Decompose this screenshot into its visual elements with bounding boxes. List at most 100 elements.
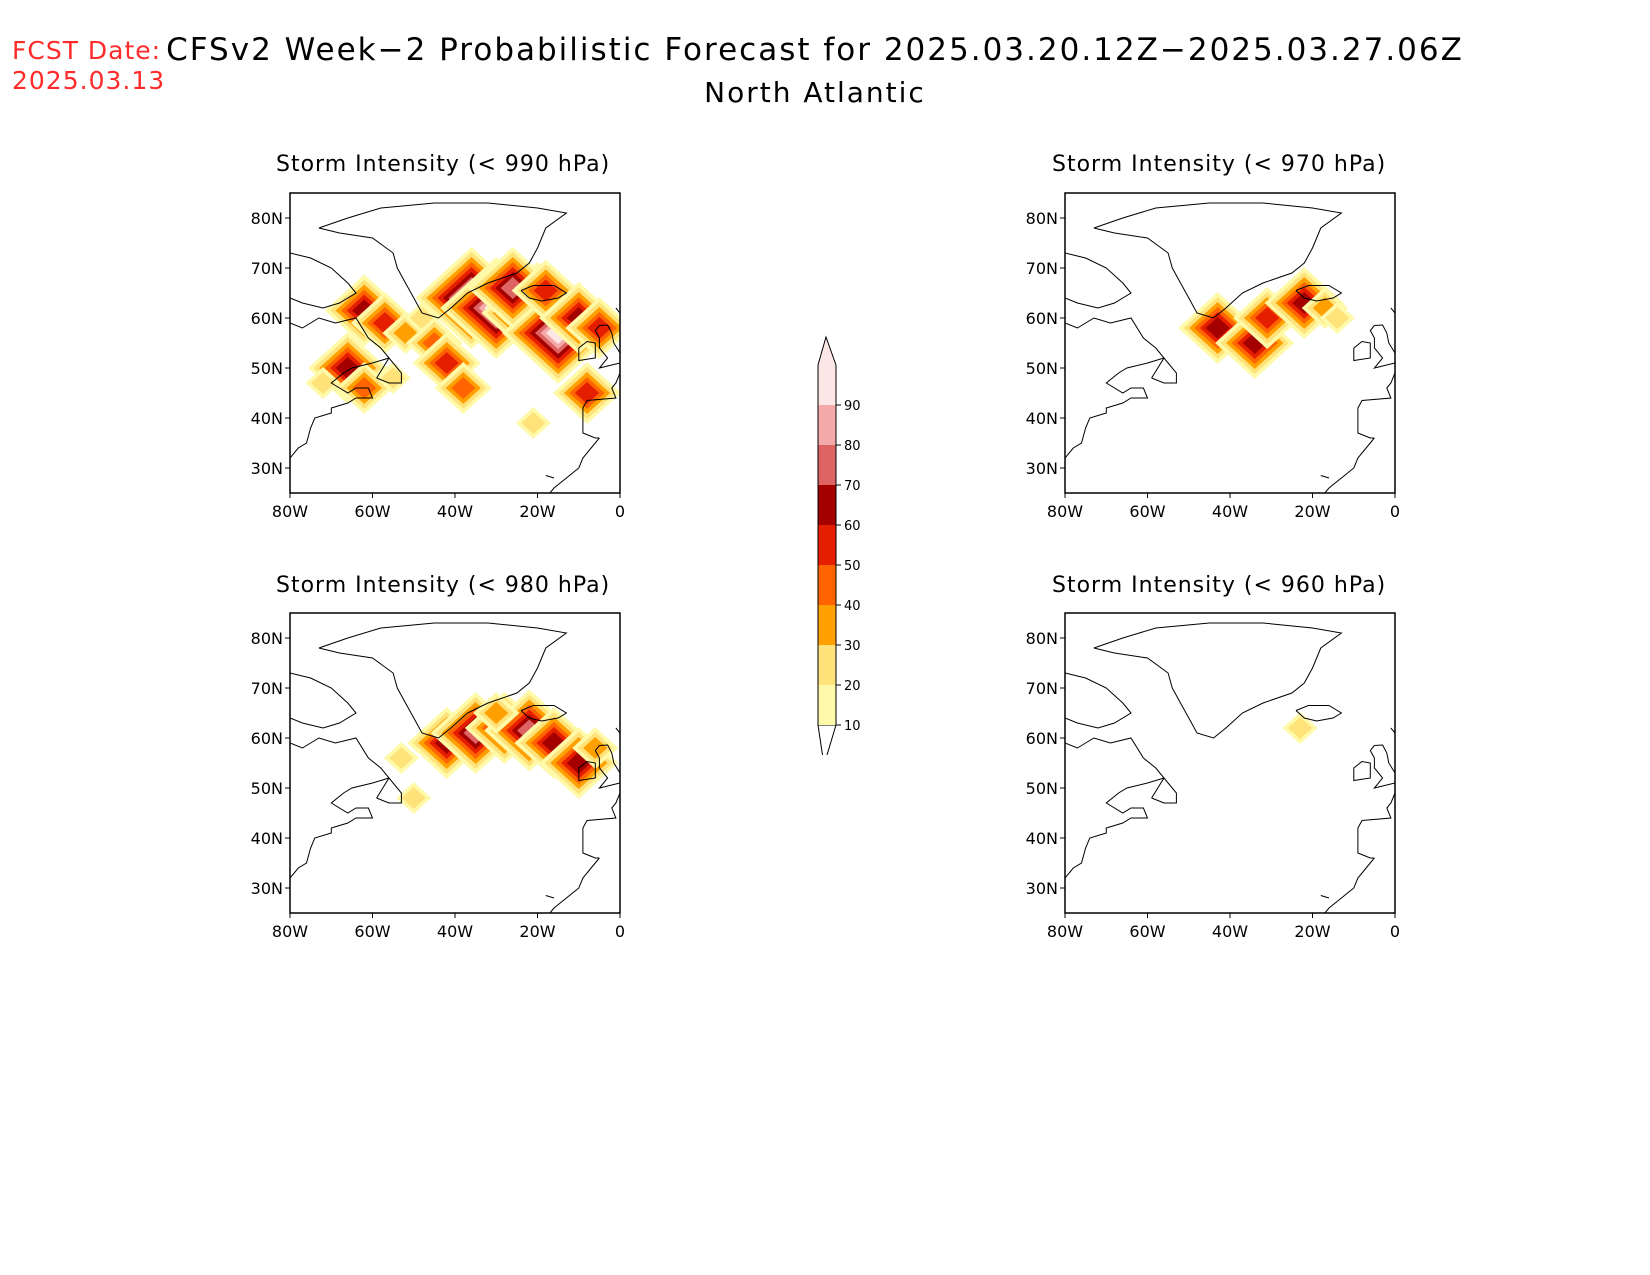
probability-contour-level-20 (310, 372, 336, 394)
coastline (290, 737, 390, 903)
probability-blob (515, 407, 551, 439)
coastline (1353, 760, 1371, 782)
map-frame (1064, 612, 1396, 914)
lat-tick-label: 60N (251, 309, 283, 328)
colorbar-swatch-80 (818, 405, 836, 445)
coastline (1369, 744, 1395, 789)
lat-tick-label: 30N (1026, 879, 1058, 898)
coastline (1324, 857, 1375, 913)
lat-tick-label: 50N (251, 779, 283, 798)
map-panel-990: 80W 60W 40W 20W 0 80N 70N 60N 50N 40N 30N (251, 192, 625, 521)
lon-tick-label: 80W (1047, 922, 1083, 941)
coastline (1320, 895, 1330, 899)
colorbar-label: 90 (844, 399, 861, 414)
lat-tick-label: 70N (1026, 259, 1058, 278)
lon-tick-label: 60W (1129, 502, 1165, 521)
probability-blob (572, 727, 619, 769)
probability-blob (434, 362, 492, 414)
lat-tick-label: 30N (251, 459, 283, 478)
coastline (578, 340, 596, 362)
lat-tick-label: 40N (251, 409, 283, 428)
probability-contour-level-30 (484, 702, 509, 724)
page-title: CFSv2 Week−2 Probabilistic Forecast for … (166, 32, 1464, 68)
page-subtitle: North Atlantic (704, 76, 926, 109)
coastline (318, 202, 568, 319)
colorbar-label: 20 (844, 679, 861, 694)
coastline (582, 372, 620, 439)
lon-tick-label: 0 (1390, 502, 1400, 521)
lat-tick-label: 80N (251, 209, 283, 228)
colorbar-label: 30 (844, 639, 861, 654)
coastline (545, 475, 555, 479)
lat-tick-label: 70N (1026, 679, 1058, 698)
coastline (545, 895, 555, 899)
colorbar-swatch-70 (818, 445, 836, 485)
coastline (1357, 372, 1395, 439)
lat-tick-label: 80N (1026, 209, 1058, 228)
coastline (520, 285, 568, 302)
lat-tick-label: 60N (1026, 729, 1058, 748)
coastline (594, 744, 620, 789)
coastline (1065, 672, 1132, 729)
probability-blob (1282, 712, 1318, 744)
forecast-date-label: FCST Date: (12, 36, 162, 65)
colorbar-swatch-50 (818, 525, 836, 565)
lat-tick-label: 60N (1026, 309, 1058, 328)
lat-tick-label: 70N (251, 259, 283, 278)
coastline (1093, 622, 1343, 739)
colorbar-swatch-30 (818, 605, 836, 645)
colorbar-swatch-90 (818, 365, 836, 405)
lon-tick-label: 80W (1047, 502, 1083, 521)
colorbar-label: 10 (844, 719, 861, 734)
map-panel-970: 80W 60W 40W 20W 0 80N 70N 60N 50N 40N 30N (1026, 192, 1400, 521)
coastline (1295, 285, 1343, 302)
coastline (549, 437, 600, 493)
coastline (376, 357, 402, 384)
colorbar-swatch-20 (818, 645, 836, 685)
lat-tick-label: 60N (251, 729, 283, 748)
lon-tick-label: 0 (1390, 922, 1400, 941)
lon-tick-label: 60W (354, 502, 390, 521)
lon-tick-label: 40W (1212, 502, 1248, 521)
lon-tick-label: 60W (354, 922, 390, 941)
probability-contour-level-50 (434, 352, 459, 374)
lon-tick-label: 20W (519, 502, 555, 521)
coastline (318, 622, 568, 739)
coastline (1353, 340, 1371, 362)
coastline (1065, 317, 1165, 483)
lon-tick-label: 40W (437, 922, 473, 941)
coastline (1369, 324, 1395, 369)
probability-contour-level-20 (389, 747, 414, 769)
lat-tick-label: 30N (251, 879, 283, 898)
lat-tick-label: 40N (251, 829, 283, 848)
lat-tick-label: 40N (1026, 829, 1058, 848)
colorbar-label: 60 (844, 519, 861, 534)
coastline (290, 317, 390, 483)
probability-blob (383, 742, 419, 774)
coastline (1093, 202, 1343, 319)
colorbar-label: 40 (844, 599, 861, 614)
coastline (549, 857, 600, 913)
forecast-date-value: 2025.03.13 (12, 66, 166, 95)
lat-tick-label: 80N (251, 629, 283, 648)
lon-tick-label: 40W (1212, 922, 1248, 941)
lat-tick-label: 50N (1026, 359, 1058, 378)
colorbar-label: 80 (844, 439, 861, 454)
lat-tick-label: 50N (1026, 779, 1058, 798)
colorbar-label: 70 (844, 479, 861, 494)
coastline (582, 792, 620, 859)
probability-contour-level-50 (574, 382, 600, 404)
forecast-date-block: FCST Date: 2025.03.13 (12, 36, 165, 96)
lon-tick-label: 80W (272, 922, 308, 941)
probability-contour-level-50 (587, 317, 612, 339)
colorbar-legend: 10 20 30 40 50 60 70 80 90 (817, 335, 861, 755)
colorbar-swatch-10 (818, 685, 836, 725)
coastline (1357, 792, 1395, 859)
lon-tick-label: 0 (615, 922, 625, 941)
coastline (1065, 252, 1132, 309)
coastline (290, 672, 357, 729)
lon-tick-label: 60W (1129, 922, 1165, 941)
lat-tick-label: 70N (251, 679, 283, 698)
lat-tick-label: 30N (1026, 459, 1058, 478)
coastline (520, 705, 568, 722)
